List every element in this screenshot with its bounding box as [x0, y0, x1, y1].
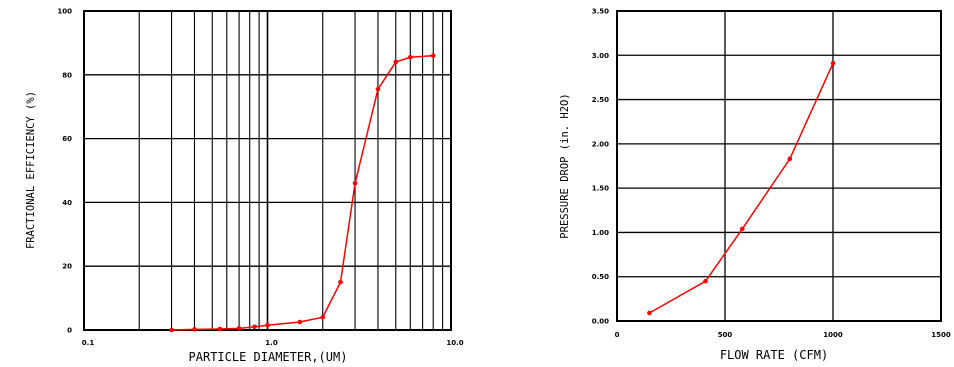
- efficiency-x-tick-label: 10.0: [446, 339, 463, 347]
- pressure-y-tick-label: 1.00: [592, 229, 609, 237]
- pressure-y-tick-labels: 0.00 0.50 1.00 1.50 2.00 2.50 3.00 3.50: [592, 8, 609, 326]
- pressure-plot-frame: [616, 10, 942, 322]
- efficiency-y-tick-labels: 0 20 40 60 80 100: [57, 8, 72, 335]
- efficiency-series-points: [169, 53, 436, 333]
- efficiency-x-tick-label: 1.0: [265, 339, 278, 347]
- efficiency-x-tick-label: 0.1: [82, 339, 95, 347]
- efficiency-data-point: [265, 322, 270, 328]
- efficiency-y-axis-title: FRACTIONAL EFFICIENCY (%): [25, 91, 37, 249]
- pressure-x-tick-label: 0: [615, 331, 620, 339]
- efficiency-y-tick-label: 80: [62, 71, 72, 79]
- efficiency-data-point: [252, 324, 257, 330]
- efficiency-data-point: [169, 327, 174, 333]
- pressure-data-point: [830, 60, 836, 66]
- pressure-x-tick-label: 1000: [823, 331, 843, 339]
- efficiency-x-axis-title: PARTICLE DIAMETER,(UM): [189, 350, 348, 364]
- pressure-x-tick-label: 1500: [931, 331, 951, 339]
- pressure-y-tick-label: 3.50: [592, 8, 609, 16]
- pressure-grid: [617, 11, 941, 321]
- efficiency-y-tick-label: 40: [62, 199, 72, 207]
- efficiency-y-tick-label: 60: [62, 135, 72, 143]
- efficiency-y-tick-label: 20: [62, 263, 72, 271]
- efficiency-data-point: [236, 326, 242, 331]
- pressure-y-axis-title: PRESSURE DROP (in. H2O): [559, 93, 571, 238]
- efficiency-data-point: [407, 54, 413, 60]
- pressure-data-point: [703, 278, 708, 284]
- pressure-y-tick-label: 2.00: [592, 140, 609, 148]
- efficiency-y-tick-label: 100: [57, 8, 72, 16]
- pressure-y-tick-label: 2.50: [592, 96, 609, 104]
- efficiency-data-point: [352, 180, 358, 186]
- efficiency-data-point: [217, 326, 223, 332]
- efficiency-data-point: [375, 86, 381, 92]
- efficiency-x-tick-labels: 0.1 1.0 10.0: [82, 339, 464, 347]
- pressure-y-tick-label: 3.00: [592, 52, 609, 60]
- efficiency-grid: [84, 11, 451, 330]
- efficiency-y-tick-label: 0: [67, 327, 72, 335]
- pressure-y-tick-label: 1.50: [592, 185, 609, 193]
- pressure-data-point: [787, 156, 793, 162]
- efficiency-data-point: [297, 319, 303, 325]
- pressure-data-point: [739, 226, 745, 232]
- efficiency-data-point: [192, 327, 197, 332]
- pressure-drop-chart: 0 500 1000 1500 0.00 0.50 1.00 1.50 2.00 2.50 3.0…: [559, 8, 951, 363]
- pressure-x-tick-labels: 0 500 1000 1500: [615, 331, 951, 339]
- pressure-data-point: [647, 310, 652, 316]
- efficiency-plot-frame: [83, 10, 452, 331]
- efficiency-data-point: [338, 279, 343, 285]
- pressure-x-tick-label: 500: [718, 331, 733, 339]
- pressure-y-tick-label: 0.00: [592, 318, 609, 326]
- pressure-y-tick-label: 0.50: [592, 273, 609, 281]
- efficiency-data-point: [430, 53, 436, 58]
- efficiency-chart: 0.1 1.0 10.0 0 20 40 60 80 100 PARTICLE DIAMETE…: [25, 8, 464, 365]
- pressure-x-axis-title: FLOW RATE (CFM): [720, 348, 828, 362]
- efficiency-data-point: [320, 314, 326, 320]
- pressure-series-points: [647, 60, 836, 316]
- efficiency-data-point: [393, 59, 399, 65]
- efficiency-series-line: [171, 54, 434, 331]
